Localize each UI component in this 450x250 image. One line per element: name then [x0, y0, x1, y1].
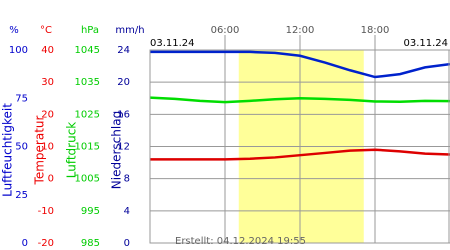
- date-label: 03.11.24: [150, 38, 195, 49]
- y-tick-label: 30: [41, 77, 54, 88]
- axis-title: Luftfeuchtigkeit: [1, 103, 15, 197]
- axis-title: Luftdruck: [65, 122, 79, 179]
- x-tick-label: 06:00: [211, 25, 240, 36]
- series-line: [149, 96, 450, 104]
- x-tick-label: 18:00: [361, 25, 390, 36]
- y-tick-label: 75: [15, 93, 28, 104]
- axis-unit: mm/h: [115, 25, 144, 36]
- y-tick-label: 24: [117, 45, 130, 56]
- y-tick-label: 1015: [75, 142, 100, 153]
- y-tick-label: 995: [81, 206, 100, 217]
- y-tick-label: 8: [124, 174, 130, 185]
- y-tick-label: 20: [117, 77, 130, 88]
- x-tick-label: 12:00: [286, 25, 315, 36]
- y-tick-label: 20: [41, 109, 54, 120]
- y-tick-label: 1035: [75, 77, 100, 88]
- y-tick-label: 50: [15, 142, 28, 153]
- y-tick-label: 100: [9, 45, 28, 56]
- axis-unit: %: [9, 25, 19, 36]
- axis-title: Temperatur: [33, 115, 47, 185]
- y-tick-label: 10: [41, 142, 54, 153]
- y-tick-label: 1025: [75, 109, 100, 120]
- y-tick-label: 40: [41, 45, 54, 56]
- y-tick-label: 1005: [75, 174, 100, 185]
- y-tick-label: 0: [48, 174, 54, 185]
- axis-unit: °C: [40, 25, 52, 36]
- y-tick-label: -20: [38, 238, 54, 249]
- y-tick-label: 25: [15, 190, 28, 201]
- axis-title: Niederschlag: [110, 111, 124, 189]
- y-tick-label: 0: [124, 238, 130, 249]
- date-label: 03.11.24: [403, 38, 448, 49]
- series-line: [150, 50, 450, 79]
- y-tick-label: -10: [38, 206, 54, 217]
- y-tick-label: 985: [81, 238, 100, 249]
- y-tick-label: 4: [124, 206, 130, 217]
- y-tick-label: 0: [22, 238, 28, 249]
- y-tick-label: 12: [117, 142, 130, 153]
- plot-frame: [149, 49, 450, 244]
- y-tick-label: 1045: [75, 45, 100, 56]
- created-label: Erstellt: 04.12.2024 19:55: [175, 236, 306, 247]
- series-line: [150, 148, 450, 161]
- y-tick-label: 16: [117, 109, 130, 120]
- axis-unit: hPa: [81, 25, 99, 36]
